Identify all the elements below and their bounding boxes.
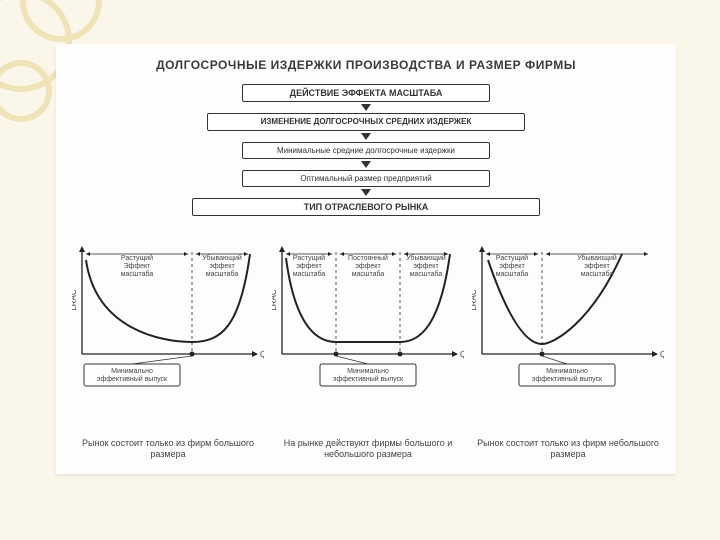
captions-row: Рынок состоит только из фирм большого ра…: [72, 438, 664, 460]
lrac-chart: LRAC Q РастущийЭффектмасштаба Убывающийэф…: [72, 230, 264, 400]
svg-text:Q: Q: [460, 350, 464, 359]
flow-box: Минимальные средние долгосрочные издержк…: [242, 142, 490, 159]
svg-text:Убывающийэффектмасштаба: Убывающийэффектмасштаба: [577, 254, 617, 278]
chart-caption: Рынок состоит только из фирм небольшого …: [472, 438, 664, 460]
flow-box: Оптимальный размер предприятий: [242, 170, 490, 187]
svg-text:Q: Q: [660, 350, 664, 359]
flow-arrow-icon: [361, 133, 371, 140]
lrac-chart: LRAC Q Растущийэффектмасштаба Убывающийэф…: [472, 230, 664, 400]
flow-box: ТИП ОТРАСЛЕВОГО РЫНКА: [192, 198, 540, 216]
page-title: ДОЛГОСРОЧНЫЕ ИЗДЕРЖКИ ПРОИЗВОДСТВА И РАЗ…: [56, 58, 676, 72]
svg-text:Q: Q: [260, 350, 264, 359]
flow-arrow-icon: [361, 104, 371, 111]
svg-text:РастущийЭффектмасштаба: РастущийЭффектмасштаба: [121, 254, 154, 278]
chart-caption: На рынке действуют фирмы большого и небо…: [272, 438, 464, 460]
flow-box: ИЗМЕНЕНИЕ ДОЛГОСРОЧНЫХ СРЕДНИХ ИЗДЕРЖЕК: [207, 113, 525, 130]
svg-text:Убывающийэффектмасштаба: Убывающийэффектмасштаба: [406, 254, 446, 278]
flow-arrow-icon: [361, 161, 371, 168]
svg-text:Растущийэффектмасштаба: Растущийэффектмасштаба: [293, 254, 326, 278]
diagram-sheet: ДОЛГОСРОЧНЫЕ ИЗДЕРЖКИ ПРОИЗВОДСТВА И РАЗ…: [56, 44, 676, 474]
svg-text:Убывающийэффектмасштаба: Убывающийэффектмасштаба: [202, 254, 242, 278]
svg-text:Растущийэффектмасштаба: Растущийэффектмасштаба: [496, 254, 529, 278]
flow-arrow-icon: [361, 189, 371, 196]
flow-box: ДЕЙСТВИЕ ЭФФЕКТА МАСШТАБА: [242, 84, 490, 102]
chart-caption: Рынок состоит только из фирм большого ра…: [72, 438, 264, 460]
svg-text:LRAC: LRAC: [472, 289, 478, 311]
charts-row: LRAC Q РастущийЭффектмасштаба Убывающийэф…: [72, 230, 664, 400]
flowchart: ДЕЙСТВИЕ ЭФФЕКТА МАСШТАБА ИЗМЕНЕНИЕ ДОЛГО…: [56, 84, 676, 216]
svg-text:Постоянныйэффектмасштаба: Постоянныйэффектмасштаба: [348, 254, 388, 278]
svg-text:LRAC: LRAC: [272, 289, 278, 311]
lrac-chart: LRAC Q Растущийэффектмасштаба Постоянныйэ…: [272, 230, 464, 400]
svg-text:LRAC: LRAC: [72, 289, 78, 311]
